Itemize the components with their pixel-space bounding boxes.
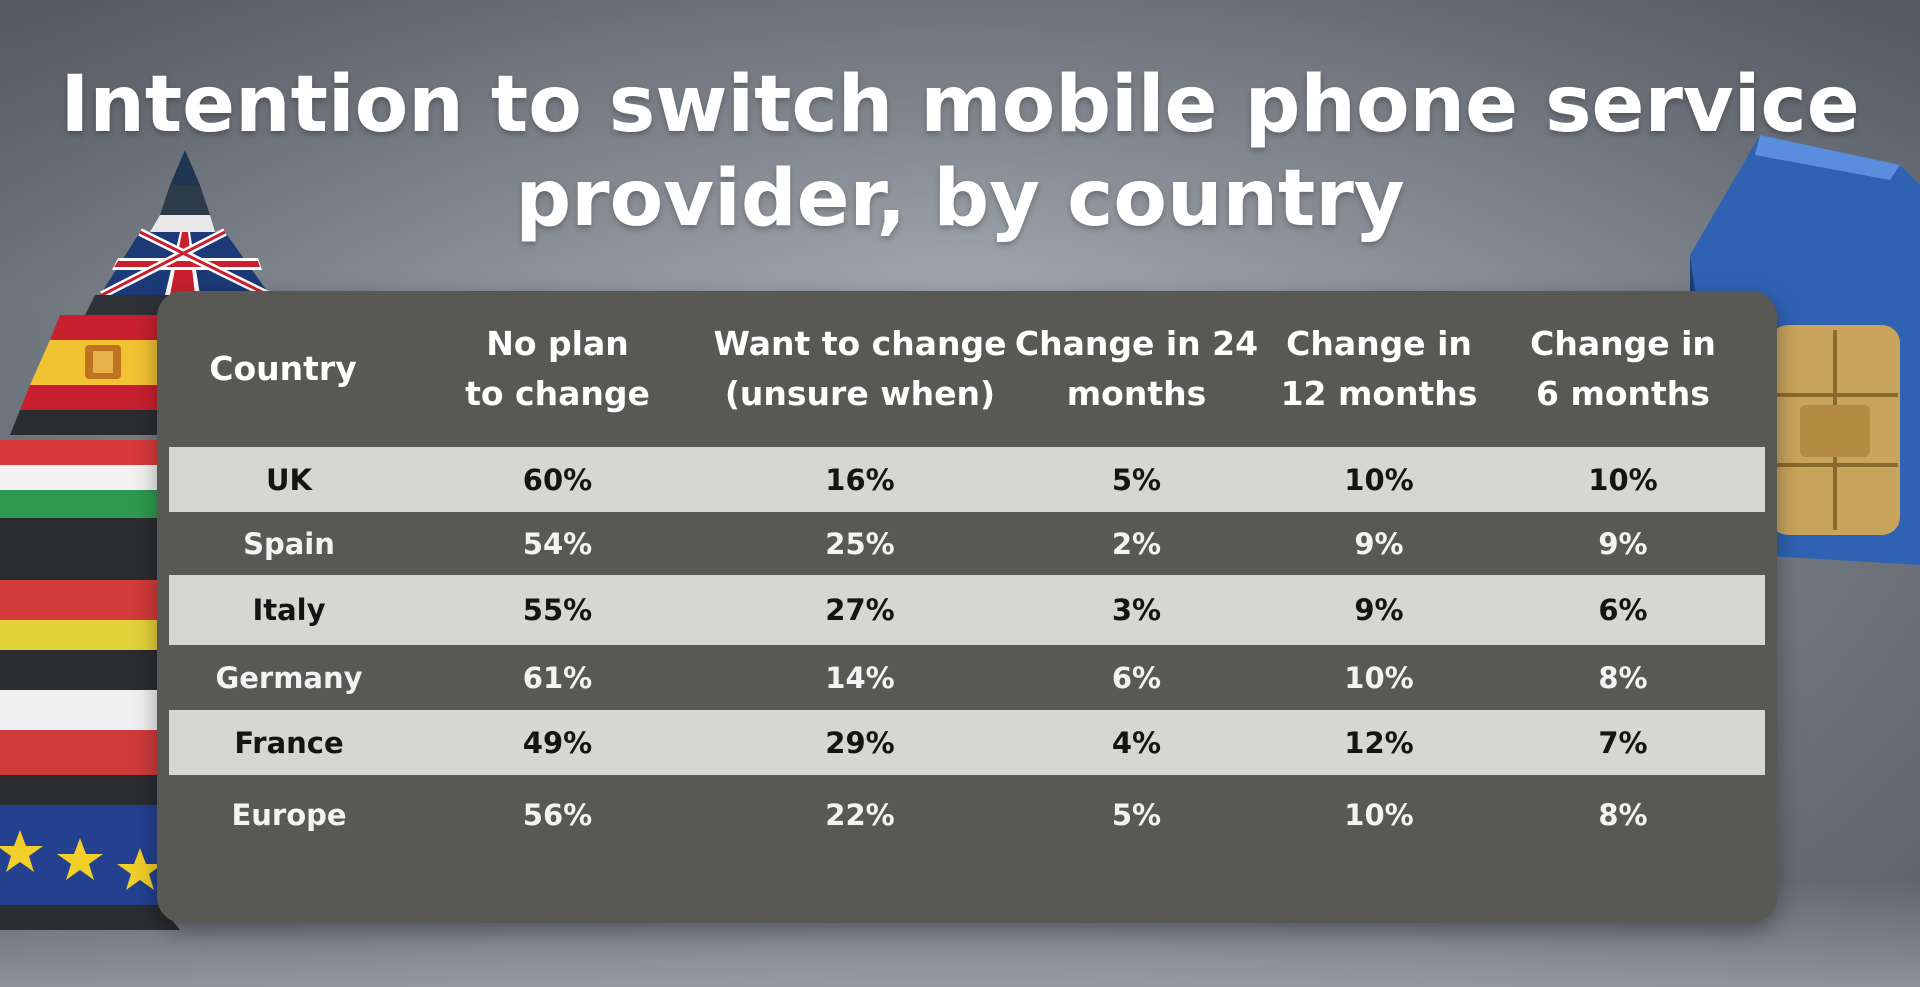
table-cell-want-to-change: 29% bbox=[825, 725, 895, 760]
data-table: Country No plan to change Want to change… bbox=[157, 291, 1777, 923]
table-cell-no-plan: 49% bbox=[522, 725, 593, 760]
table-row: France 49% 29% 4% 12% 7% bbox=[169, 710, 1765, 775]
table-cell-country: Spain bbox=[243, 526, 335, 561]
table-cell-change-24: 5% bbox=[1111, 462, 1162, 497]
table-cell-change-24: 4% bbox=[1111, 725, 1162, 760]
table-cell-change-12: 10% bbox=[1344, 462, 1414, 497]
table-cell-want-to-change: 27% bbox=[825, 593, 895, 627]
table-cell-change-12: 10% bbox=[1344, 660, 1414, 695]
table-cell-no-plan: 56% bbox=[522, 798, 593, 832]
table-cell-change-6: 8% bbox=[1598, 660, 1648, 695]
table-row: UK 60% 16% 5% 10% 10% bbox=[169, 447, 1765, 512]
table-cell-change-24: 2% bbox=[1111, 526, 1162, 561]
table-cell-change-24: 6% bbox=[1111, 660, 1162, 695]
table-cell-no-plan: 55% bbox=[522, 593, 593, 627]
column-header-no-plan: No plan to change bbox=[465, 324, 650, 413]
table-cell-change-6: 6% bbox=[1598, 593, 1648, 627]
column-header-country: Country bbox=[209, 349, 357, 388]
table-cell-want-to-change: 22% bbox=[825, 798, 895, 832]
column-header-change-6: Change in 6 months bbox=[1530, 324, 1716, 413]
page-title: Intention to switch mobile phone service… bbox=[60, 60, 1860, 244]
table-cell-country: Italy bbox=[252, 593, 326, 627]
column-header-change-12: Change in 12 months bbox=[1280, 324, 1478, 413]
table-cell-change-12: 9% bbox=[1354, 593, 1404, 627]
table-cell-change-12: 12% bbox=[1344, 725, 1414, 760]
table-cell-country: Europe bbox=[231, 798, 347, 832]
column-header-want-to-change: Want to change (unsure when) bbox=[713, 324, 1007, 413]
table-row: Germany 61% 14% 6% 10% 8% bbox=[169, 645, 1765, 710]
table-cell-no-plan: 54% bbox=[522, 526, 593, 561]
table-cell-no-plan: 60% bbox=[522, 462, 593, 497]
table-row: Spain 54% 25% 2% 9% 9% bbox=[169, 512, 1765, 575]
table-cell-change-6: 9% bbox=[1598, 526, 1648, 561]
table-cell-country: Germany bbox=[215, 660, 363, 695]
table-cell-change-24: 3% bbox=[1111, 593, 1162, 627]
table-cell-change-24: 5% bbox=[1111, 798, 1162, 832]
table-cell-want-to-change: 16% bbox=[825, 462, 895, 497]
table-cell-change-6: 8% bbox=[1598, 798, 1648, 832]
table-row: Europe 56% 22% 5% 10% 8% bbox=[169, 775, 1765, 855]
table-cell-country: UK bbox=[265, 462, 313, 497]
table-header: Country No plan to change Want to change… bbox=[157, 291, 1777, 447]
table-cell-change-6: 7% bbox=[1598, 725, 1648, 760]
table-cell-country: France bbox=[234, 725, 344, 760]
table-cell-change-12: 10% bbox=[1344, 798, 1414, 832]
background-shade bbox=[0, 0, 1920, 300]
table-cell-want-to-change: 25% bbox=[825, 526, 895, 561]
column-header-change-24: Change in 24 months bbox=[1014, 324, 1259, 413]
table-row: Italy 55% 27% 3% 9% 6% bbox=[169, 575, 1765, 645]
table-cell-no-plan: 61% bbox=[522, 660, 593, 695]
table-cell-want-to-change: 14% bbox=[825, 660, 895, 695]
table-cell-change-6: 10% bbox=[1588, 462, 1658, 497]
table-cell-change-12: 9% bbox=[1354, 526, 1404, 561]
